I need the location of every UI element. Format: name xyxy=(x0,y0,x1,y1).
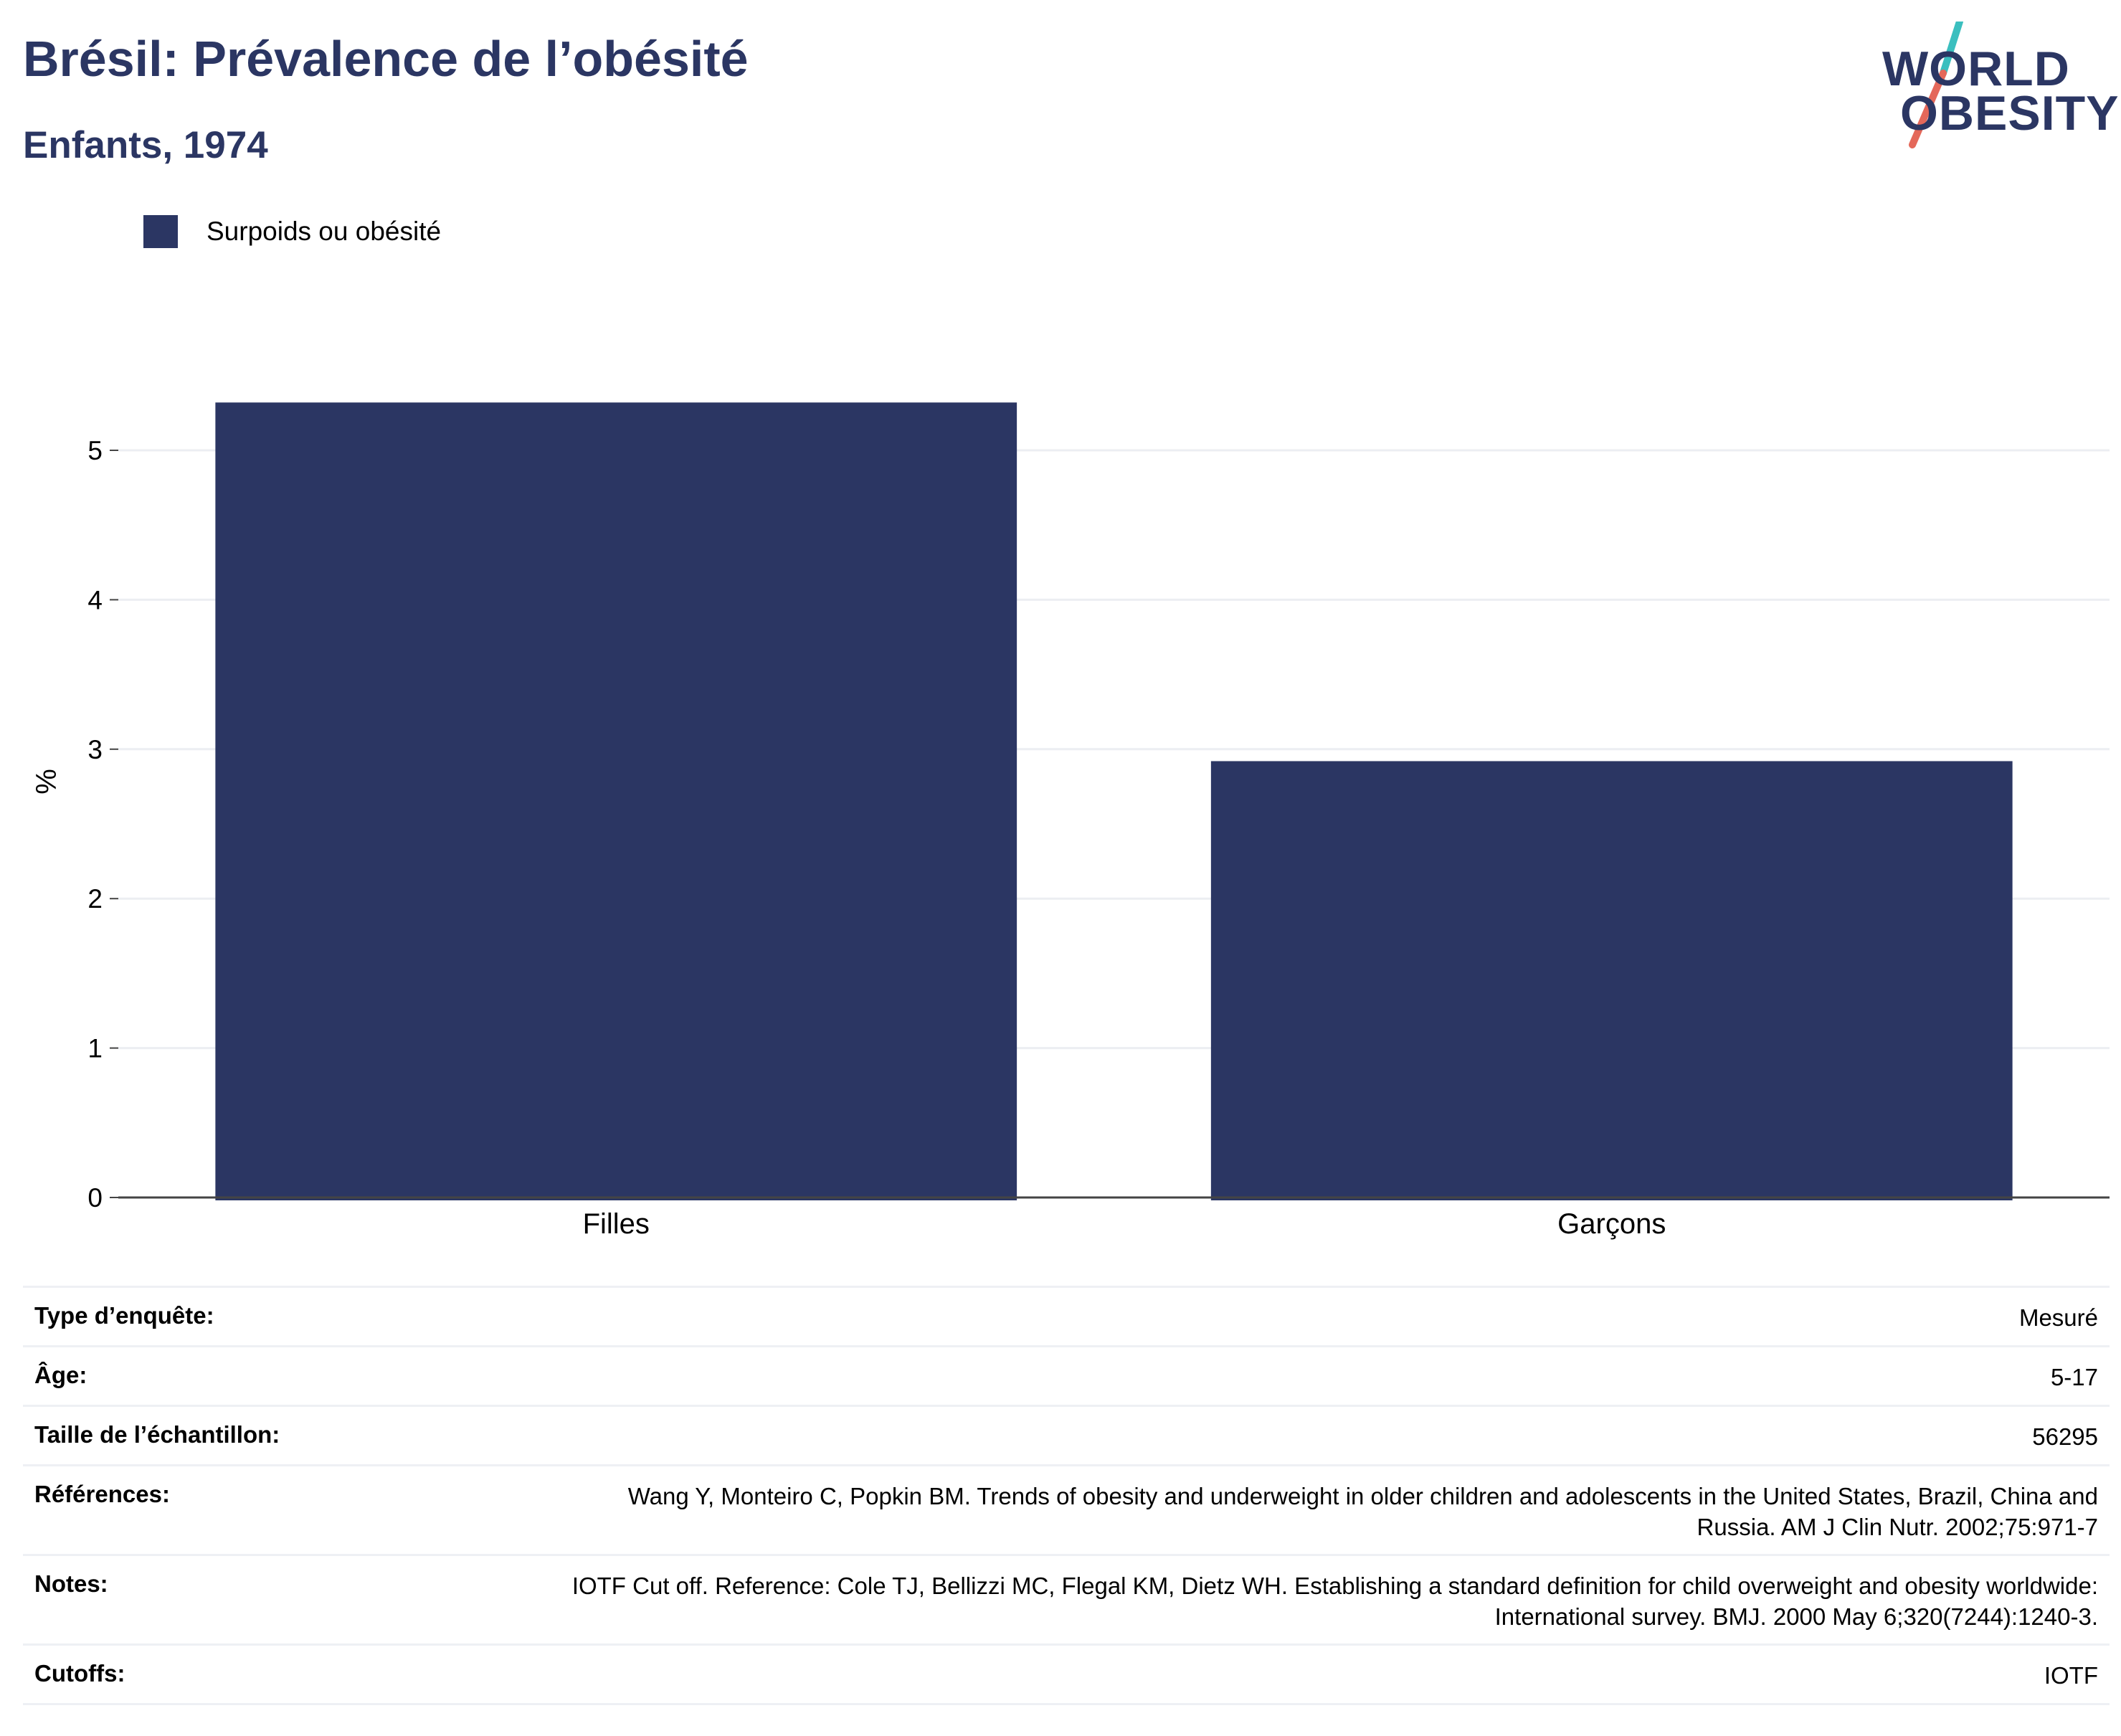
y-tick-label: 3 xyxy=(87,735,103,764)
y-tick-label: 1 xyxy=(87,1034,103,1063)
survey-info-table: Type d’enquête: Mesuré Âge: 5-17 Taille … xyxy=(23,1286,2110,1705)
y-tick-label: 0 xyxy=(87,1183,103,1213)
info-value: IOTF xyxy=(2044,1662,2098,1689)
info-value: Mesuré xyxy=(2018,1304,2098,1331)
info-label: Taille de l’échantillon: xyxy=(34,1421,280,1448)
logo-word-obesity: OBESITY xyxy=(1900,86,2120,141)
bar xyxy=(215,402,1017,1200)
info-row-notes: Notes: IOTF Cut off. Reference: Cole TJ,… xyxy=(23,1554,2110,1643)
info-row-age: Âge: 5-17 xyxy=(23,1345,2110,1405)
y-tick-label: 5 xyxy=(87,436,103,465)
info-label: Références: xyxy=(34,1481,170,1507)
y-tick-label: 4 xyxy=(87,585,103,615)
info-row-cutoffs: Cutoffs: IOTF xyxy=(23,1643,2110,1705)
logo-word-world: WORLD xyxy=(1882,42,2070,96)
info-value: 56295 xyxy=(2032,1423,2098,1450)
x-tick-label: Filles xyxy=(583,1208,650,1240)
info-label: Cutoffs: xyxy=(34,1660,125,1687)
info-label: Notes: xyxy=(34,1570,108,1597)
world-obesity-logo: WORLD OBESITY xyxy=(1875,22,2119,151)
info-row-survey-type: Type d’enquête: Mesuré xyxy=(23,1286,2110,1345)
info-label: Âge: xyxy=(34,1362,87,1388)
legend-swatch xyxy=(143,215,178,248)
bar xyxy=(1210,761,2013,1200)
info-value: IOTF Cut off. Reference: Cole TJ, Belliz… xyxy=(571,1573,2098,1630)
y-axis-label: % xyxy=(31,769,62,795)
info-value: 5-17 xyxy=(2050,1364,2098,1390)
chart-title: Brésil: Prévalence de l’obésité xyxy=(23,31,749,87)
info-row-references: Références: Wang Y, Monteiro C, Popkin B… xyxy=(23,1464,2110,1554)
x-tick-label: Garçons xyxy=(1557,1208,1666,1240)
chart-subtitle: Enfants, 1974 xyxy=(23,124,268,166)
legend-label: Surpoids ou obésité xyxy=(207,217,442,246)
info-value: Wang Y, Monteiro C, Popkin BM. Trends of… xyxy=(627,1483,2098,1540)
info-label: Type d’enquête: xyxy=(34,1302,214,1329)
y-tick-label: 2 xyxy=(87,884,103,914)
bar-chart: 0 1 2 3 4 5% Filles Garçons xyxy=(31,402,2110,1240)
info-row-sample-size: Taille de l’échantillon: 56295 xyxy=(23,1405,2110,1464)
logo-slash-icon xyxy=(1909,22,1963,148)
